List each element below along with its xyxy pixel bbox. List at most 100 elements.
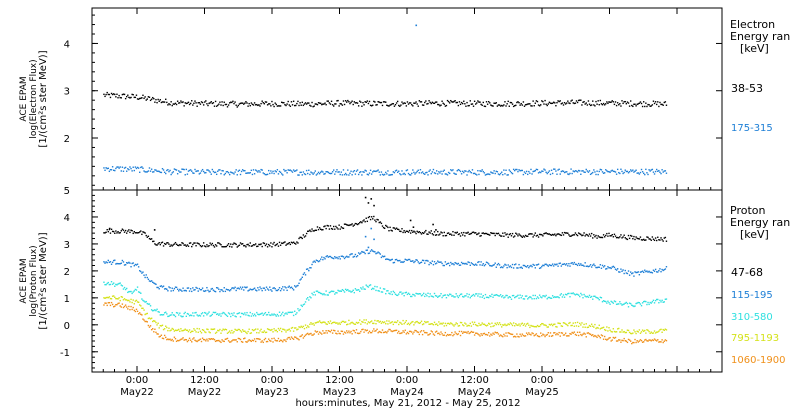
data-point [212, 170, 215, 173]
data-point [335, 291, 337, 294]
data-point [110, 281, 113, 283]
data-point [201, 337, 204, 339]
data-point [373, 288, 375, 290]
data-point [385, 224, 387, 227]
data-point [545, 324, 547, 327]
data-point [314, 170, 316, 172]
data-point [295, 286, 297, 288]
data-point [593, 104, 595, 106]
data-point [165, 172, 167, 175]
data-point [642, 101, 645, 103]
data-point [341, 255, 344, 257]
data-point [403, 172, 405, 175]
data-point [567, 173, 569, 175]
data-point [589, 333, 592, 336]
data-point [634, 338, 636, 341]
data-point [447, 322, 450, 325]
data-point [129, 97, 131, 99]
data-point [233, 102, 235, 105]
data-point [557, 265, 559, 267]
data-point [350, 170, 352, 172]
data-point [388, 328, 390, 331]
data-point [560, 103, 563, 105]
data-point [286, 172, 288, 174]
data-point [241, 341, 244, 343]
data-point [283, 339, 285, 341]
data-point [548, 264, 551, 266]
data-point [625, 238, 628, 240]
data-point [382, 321, 385, 324]
data-point [570, 100, 572, 102]
data-point [308, 326, 310, 328]
data-point [290, 170, 293, 172]
data-point [411, 321, 413, 323]
data-point [623, 337, 625, 340]
data-point [361, 221, 363, 224]
data-point [635, 341, 637, 344]
data-point [563, 296, 566, 298]
data-point [305, 298, 308, 300]
data-point [113, 295, 115, 297]
data-point [570, 235, 572, 237]
data-point [160, 334, 163, 336]
data-point [567, 100, 569, 102]
data-point [367, 202, 370, 204]
data-point [328, 322, 331, 324]
data-point [592, 334, 594, 336]
data-point [338, 224, 340, 226]
data-point [170, 173, 172, 176]
data-point [291, 326, 294, 329]
data-point [570, 292, 572, 295]
data-point [488, 233, 490, 236]
data-point [479, 264, 481, 266]
data-point [275, 329, 277, 332]
data-point [595, 296, 597, 299]
data-point [547, 326, 550, 328]
data-point [535, 235, 538, 237]
data-point [368, 322, 371, 324]
data-point [297, 338, 299, 340]
data-point [162, 245, 165, 247]
data-point [482, 263, 484, 265]
data-point [621, 339, 623, 342]
plot-frame [91, 189, 723, 373]
data-point [245, 246, 247, 248]
data-point [356, 289, 359, 291]
data-point [323, 225, 325, 228]
data-point [536, 168, 539, 171]
x-tick-label: May22 [188, 387, 221, 398]
data-point [660, 237, 662, 239]
data-point [620, 105, 622, 107]
data-point [590, 334, 593, 337]
data-point [211, 313, 214, 316]
data-point [516, 168, 518, 171]
data-point [239, 330, 242, 332]
data-point [363, 104, 365, 106]
data-point [525, 103, 528, 106]
data-point [104, 297, 106, 299]
data-point [471, 231, 474, 234]
data-point [533, 334, 535, 337]
data-point [551, 263, 554, 265]
data-point [581, 322, 583, 324]
data-point [435, 330, 438, 332]
data-point [484, 324, 487, 326]
data-point [642, 238, 645, 241]
data-point [113, 169, 115, 172]
data-point [575, 170, 578, 172]
data-point [559, 173, 561, 175]
data-point [517, 101, 519, 103]
data-point [537, 263, 540, 265]
data-point [538, 233, 541, 236]
data-point [149, 318, 152, 320]
data-point [402, 231, 404, 234]
data-point [433, 172, 436, 174]
data-point [297, 242, 299, 244]
data-point [458, 324, 461, 327]
data-point [246, 332, 248, 335]
data-point [279, 314, 282, 317]
data-point [187, 245, 190, 247]
data-point [474, 293, 477, 295]
data-point [284, 339, 286, 341]
data-point [333, 290, 335, 293]
